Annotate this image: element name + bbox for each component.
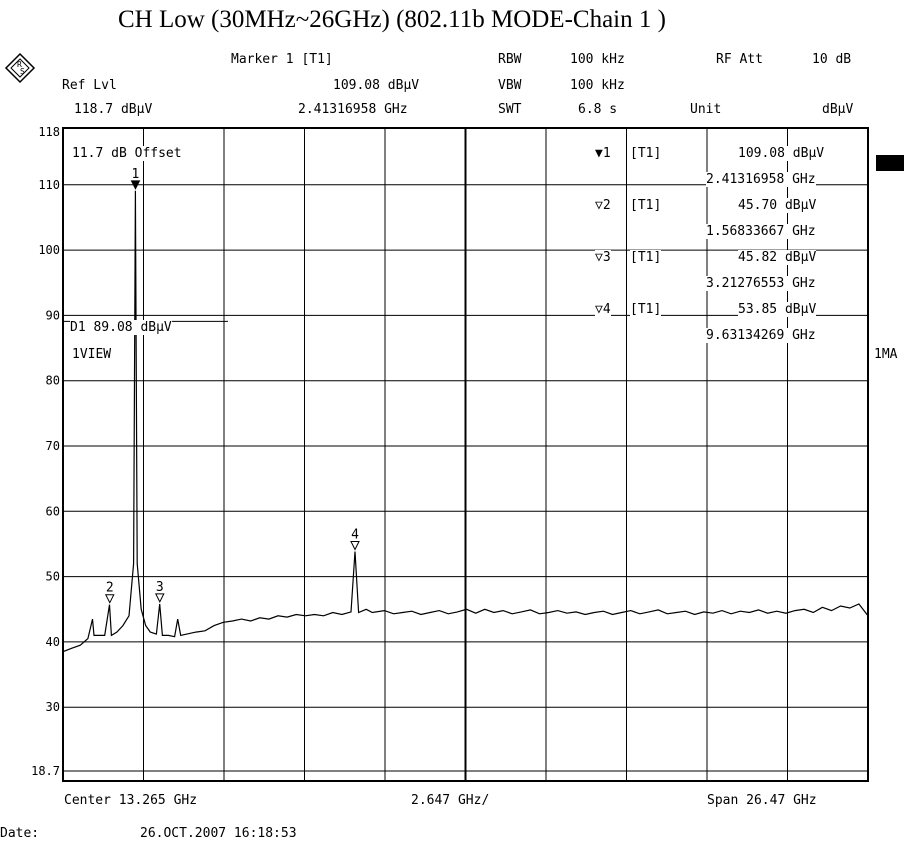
marker-frequency: 2.41316958 GHz [298,102,408,117]
marker-table-id: ▽3 [595,250,611,265]
y-tick-label: 80 [46,374,60,388]
marker-table-frequency: 3.21276553 GHz [706,276,816,291]
marker-table-frequency: 1.56833667 GHz [706,224,816,239]
marker-table-level: 53.85 dBµV [738,302,817,317]
d1-annotation: D1 89.08 dBµV [70,320,172,335]
marker-table-frequency: 2.41316958 GHz [706,172,816,187]
marker-table-id: ▼1 [595,146,611,161]
y-tick-label: 18.7 [31,764,60,778]
y-tick-label: 118 [38,125,60,139]
marker-table-level: 45.82 dBµV [738,250,817,265]
rf-att-value: 10 dB [812,52,852,67]
marker-table-trace: [T1] [630,250,662,265]
page-title: CH Low (30MHz~26GHz) (802.11b MODE-Chain… [118,6,666,33]
y-tick-label: 50 [46,570,60,584]
side-label: 1MA [874,347,898,362]
frequency-per-div: 2.647 GHz/ [411,793,490,808]
marker-1-symbol [130,180,141,190]
date-label: Date: [0,826,40,841]
marker-table-level: 45.70 dBµV [738,198,817,213]
spectrum-trace [62,190,869,653]
marker-4-symbol [350,540,360,551]
marker-4-label: 4 [351,527,359,542]
marker-3-symbol [154,593,165,604]
swt-value: 6.8 s [578,102,618,117]
view-annotation: 1VIEW [72,347,112,362]
marker-table-frequency: 9.63134269 GHz [706,328,816,343]
unit-value: dBµV [822,102,854,117]
rbw-label: RBW [498,52,522,67]
ref-level-label: Ref Lvl [62,78,117,93]
svg-text:S: S [20,67,25,76]
unit-label: Unit [690,102,722,117]
trace-layer [62,190,869,653]
rs-logo: R S [4,52,36,84]
offset-annotation: 11.7 dB Offset [72,146,182,161]
center-frequency: Center 13.265 GHz [64,793,198,808]
y-tick-label: 100 [38,243,60,257]
markers-layer: 1 2 3 4 [104,167,360,604]
rf-att-label: RF Att [716,52,763,67]
rbw-value: 100 kHz [570,52,625,67]
swt-label: SWT [498,102,522,117]
marker-table-id: ▽2 [595,198,611,213]
vbw-value: 100 kHz [570,78,625,93]
y-tick-label: 30 [46,700,60,714]
grid [63,128,868,781]
marker-2-symbol [104,594,115,604]
span: Span 26.47 GHz [707,793,817,808]
marker-3-label: 3 [156,580,164,595]
marker-2-label: 2 [106,581,114,596]
marker-level: 109.08 dBµV [333,78,420,93]
marker-table-trace: [T1] [630,302,662,317]
vbw-label: VBW [498,78,522,93]
y-tick-label: 70 [46,439,60,453]
trace-indicator [876,155,904,171]
marker-table-trace: [T1] [630,146,662,161]
marker-table-trace: [T1] [630,198,662,213]
y-tick-label: 90 [46,308,60,322]
y-axis-ticks: 118 110 100 90 80 70 60 50 40 30 18.7 [31,125,60,778]
svg-text:R: R [17,60,22,69]
marker-table-id: ▽4 [595,302,611,317]
ref-level-value: 118.7 dBµV [74,102,153,117]
y-tick-label: 110 [38,178,60,192]
marker-1-label: 1 [132,167,140,182]
marker-label: Marker 1 [T1] [231,52,333,67]
y-tick-label: 60 [46,504,60,518]
date-value: 26.OCT.2007 16:18:53 [140,826,297,841]
marker-table-level: 109.08 dBµV [738,146,825,161]
y-tick-label: 40 [46,635,60,649]
